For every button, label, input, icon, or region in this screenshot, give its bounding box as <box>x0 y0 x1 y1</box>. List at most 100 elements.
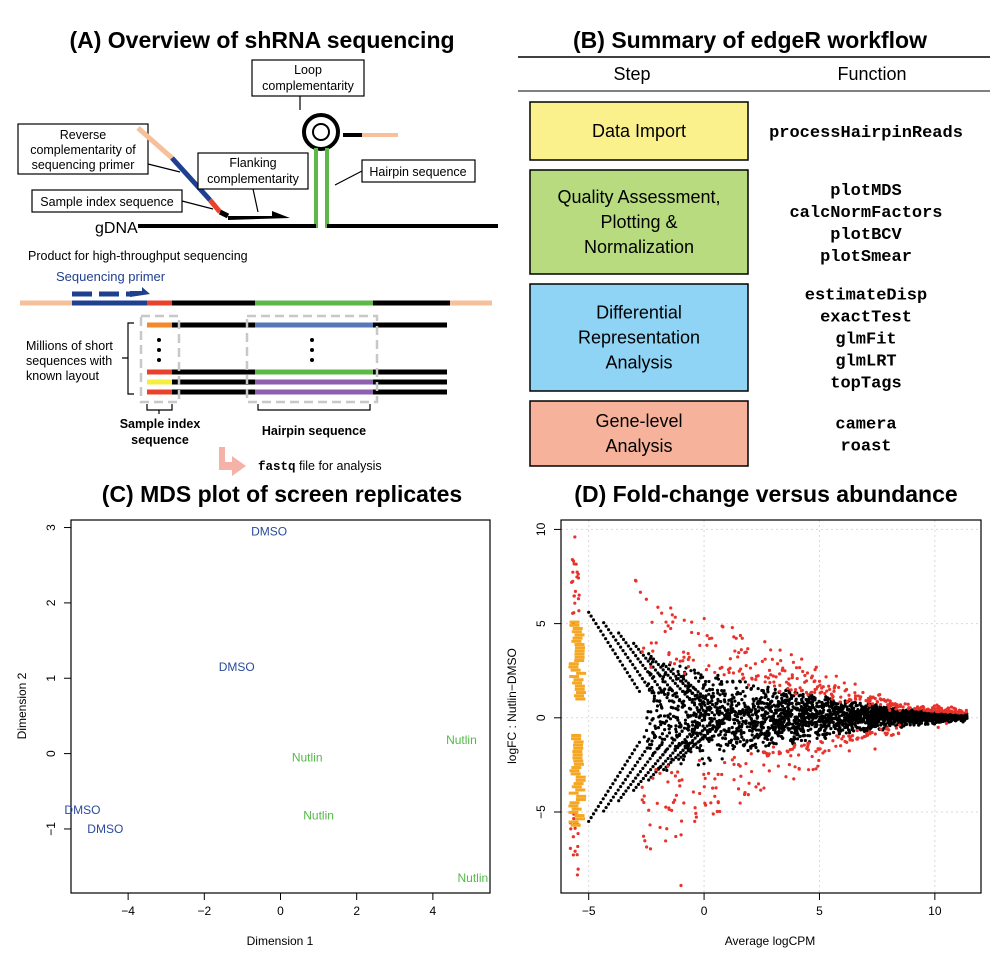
smear-point-de <box>827 749 830 752</box>
smear-point-de <box>571 571 574 574</box>
smear-point <box>701 736 704 739</box>
smear-point-de <box>898 709 901 712</box>
smear-point-de <box>866 700 869 703</box>
smear-point <box>919 721 922 724</box>
smear-point <box>837 728 840 731</box>
smear-point <box>594 809 597 812</box>
smear-point-de <box>779 659 782 662</box>
smear-point-de <box>714 786 717 789</box>
smear-point-low <box>571 734 581 737</box>
function-name: plotBCV <box>830 226 902 245</box>
smear-point <box>686 744 689 747</box>
smear-point <box>634 654 637 657</box>
sample-index-callout-line <box>182 201 213 209</box>
smear-point-de <box>909 706 912 709</box>
smear-point-de <box>797 767 800 770</box>
smear-point <box>653 695 656 698</box>
smear-point <box>796 721 799 724</box>
smear-point <box>853 701 856 704</box>
smear-point <box>688 715 691 718</box>
smear-point <box>837 710 840 713</box>
smear-point-de <box>655 641 658 644</box>
loop-label-2: complementarity <box>262 79 354 93</box>
smear-point <box>649 663 652 666</box>
smear-point-de <box>854 683 857 686</box>
smear-point <box>668 727 671 730</box>
smear-point-de <box>815 666 818 669</box>
smear-point <box>783 716 786 719</box>
smear-point <box>753 722 756 725</box>
mds-point-label: Nutlin <box>458 871 489 885</box>
smear-point <box>626 774 629 777</box>
smear-point <box>661 677 664 680</box>
smear-point-de <box>573 562 576 565</box>
smear-point <box>738 680 741 683</box>
step-label: Analysis <box>605 353 672 373</box>
smear-point <box>717 743 720 746</box>
function-name: glmLRT <box>835 353 896 372</box>
smear-point-de <box>708 637 711 640</box>
smear-point-de <box>656 802 659 805</box>
smear-point <box>692 686 695 689</box>
smear-point <box>652 658 655 661</box>
smear-point <box>662 768 665 771</box>
smear-point <box>619 660 622 663</box>
smear-point <box>686 695 689 698</box>
reverse-label-1: Reverse <box>60 128 107 142</box>
step-label: Normalization <box>584 237 694 257</box>
smear-point <box>775 726 778 729</box>
smear-point <box>644 657 647 660</box>
smear-point <box>698 709 701 712</box>
function-name: calcNormFactors <box>789 204 942 223</box>
smear-point <box>732 747 735 750</box>
smear-point <box>678 698 681 701</box>
smear-point-de <box>739 765 742 768</box>
smear-point <box>746 711 749 714</box>
smear-point-de <box>576 845 579 848</box>
smear-point <box>753 736 756 739</box>
smear-point <box>939 716 942 719</box>
smear-point <box>697 763 700 766</box>
smear-point <box>738 721 741 724</box>
smear-point <box>648 743 651 746</box>
smear-point <box>651 754 654 757</box>
smear-point-de <box>854 698 857 701</box>
smear-point-de <box>822 685 825 688</box>
smear-point <box>847 708 850 711</box>
smear-point <box>634 776 637 779</box>
smear-point <box>912 712 915 715</box>
smear-point <box>718 713 721 716</box>
smear-point <box>832 731 835 734</box>
smear-point <box>661 753 664 756</box>
smear-point-low <box>573 753 583 756</box>
smear-point <box>641 767 644 770</box>
smear-point <box>909 723 912 726</box>
y-tick-label: 1 <box>44 675 58 682</box>
smear-point <box>710 711 713 714</box>
smear-point <box>659 756 662 759</box>
smear-point <box>683 738 686 741</box>
smear-point <box>642 777 645 780</box>
smear-point <box>780 697 783 700</box>
smear-point <box>592 618 595 621</box>
smear-point <box>622 793 625 796</box>
smear-point-de <box>694 812 697 815</box>
smear-point-de <box>803 674 806 677</box>
smear-point <box>701 687 704 690</box>
smear-point-de <box>750 752 753 755</box>
smear-point-de <box>664 620 667 623</box>
smear-point-de <box>737 787 740 790</box>
smear-point <box>703 727 706 730</box>
smear-point <box>873 725 876 728</box>
smear-point-de <box>882 698 885 701</box>
smear-points <box>568 535 968 887</box>
smear-point-de <box>762 786 765 789</box>
smear-point-de <box>806 745 809 748</box>
smear-point <box>694 676 697 679</box>
panel-d: (D) Fold-change versus abundance −5 0 5 10−… <box>505 481 981 948</box>
smear-point <box>735 704 738 707</box>
smear-point <box>654 762 657 765</box>
smear-point-de <box>571 580 574 583</box>
smear-point <box>672 672 675 675</box>
